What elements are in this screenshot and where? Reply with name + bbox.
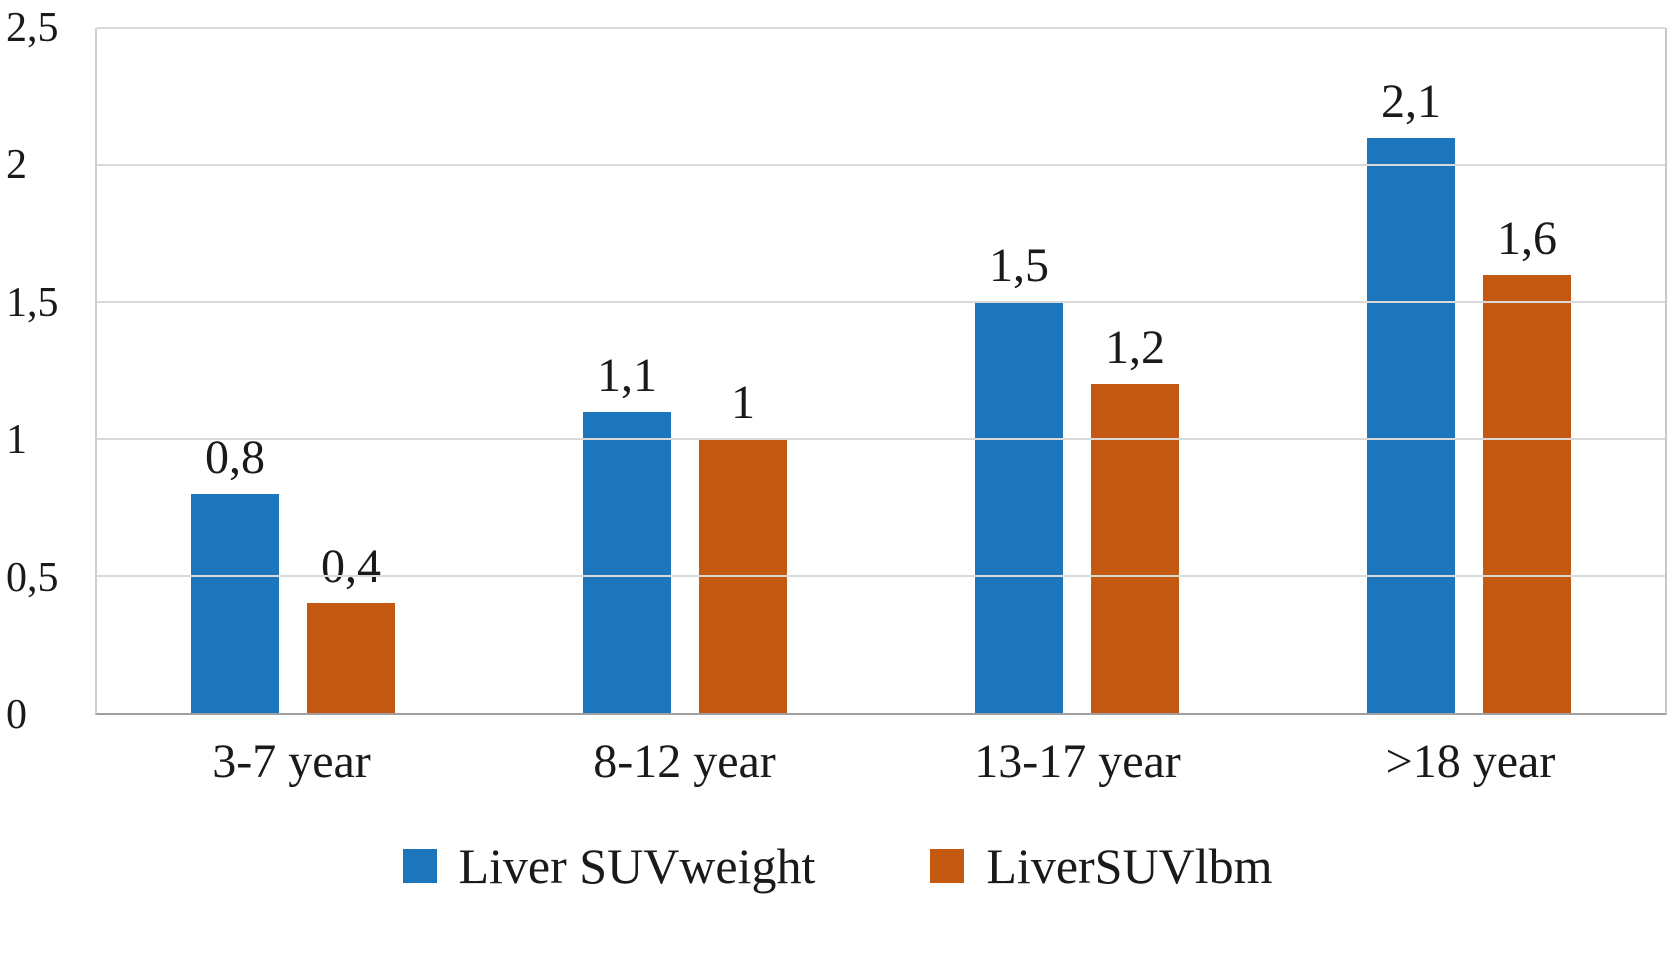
legend: Liver SUVweight LiverSUVlbm bbox=[0, 837, 1675, 895]
legend-label: LiverSUVlbm bbox=[986, 838, 1273, 894]
y-tick-label: 0 bbox=[6, 692, 27, 738]
bar-column: 1 bbox=[699, 28, 787, 713]
bar-group: 1,1 1 bbox=[489, 28, 881, 713]
y-tick-label: 1,5 bbox=[6, 279, 59, 326]
bar-value-label: 1,5 bbox=[989, 239, 1049, 292]
bar-column: 1,2 bbox=[1091, 28, 1179, 713]
bar bbox=[191, 493, 279, 713]
y-axis: 0 0,5 1 1,5 2 2,5 bbox=[0, 5, 95, 738]
gridline bbox=[97, 438, 1665, 440]
gridline bbox=[97, 164, 1665, 166]
bar-value-label: 0,4 bbox=[321, 540, 381, 594]
chart-row: 0 0,5 1 1,5 2 2,5 0,8 0,4 1,1 1 1,5 1,2 2,1 1,6 bbox=[0, 5, 1675, 738]
y-tick-label: 1 bbox=[6, 417, 27, 464]
bar-groups: 0,8 0,4 1,1 1 1,5 1,2 2,1 1,6 bbox=[97, 28, 1665, 713]
bar bbox=[975, 302, 1063, 713]
plot-area: 0,8 0,4 1,1 1 1,5 1,2 2,1 1,6 bbox=[95, 27, 1667, 715]
bar bbox=[583, 411, 671, 713]
bar-value-label: 1,2 bbox=[1105, 321, 1165, 375]
bar bbox=[1483, 274, 1571, 713]
bar-column: 0,4 bbox=[307, 28, 395, 713]
bar-value-label: 1 bbox=[731, 376, 755, 429]
x-axis-labels: 3-7 year 8-12 year 13-17 year >18 year bbox=[95, 715, 1667, 807]
bar-value-label: 1,6 bbox=[1497, 211, 1557, 265]
x-axis-category-label: 3-7 year bbox=[212, 734, 371, 788]
gridline bbox=[97, 301, 1665, 303]
legend-label: Liver SUVweight bbox=[458, 838, 816, 894]
legend-swatch-blue bbox=[402, 849, 437, 883]
x-axis-category-label: >18 year bbox=[1385, 734, 1556, 788]
bar bbox=[1091, 384, 1179, 713]
bar bbox=[1367, 137, 1455, 713]
bar-group: 2,1 1,6 bbox=[1273, 28, 1665, 713]
bar-group: 0,8 0,4 bbox=[97, 28, 489, 713]
bar-group: 1,5 1,2 bbox=[881, 28, 1273, 713]
bar-column: 0,8 bbox=[191, 28, 279, 713]
y-tick-label: 2,5 bbox=[6, 5, 59, 51]
bar-column: 1,5 bbox=[975, 28, 1063, 713]
bar-column: 1,6 bbox=[1483, 28, 1571, 713]
legend-item: Liver SUVweight bbox=[402, 837, 816, 895]
y-tick-label: 0,5 bbox=[6, 554, 59, 601]
legend-swatch-orange bbox=[930, 849, 965, 883]
x-axis-category-label: 13-17 year bbox=[974, 734, 1181, 788]
bar-value-label: 0,8 bbox=[205, 430, 265, 484]
y-tick-label: 2 bbox=[6, 142, 27, 189]
legend-item: LiverSUVlbm bbox=[930, 837, 1272, 895]
x-axis-category-label: 8-12 year bbox=[593, 734, 776, 788]
bar bbox=[307, 603, 395, 713]
gridline bbox=[97, 575, 1665, 577]
bar-column: 2,1 bbox=[1367, 28, 1455, 713]
bar-value-label: 1,1 bbox=[597, 348, 657, 402]
gridline bbox=[97, 27, 1665, 29]
bar-value-label: 2,1 bbox=[1381, 74, 1441, 128]
bar-column: 1,1 bbox=[583, 28, 671, 713]
